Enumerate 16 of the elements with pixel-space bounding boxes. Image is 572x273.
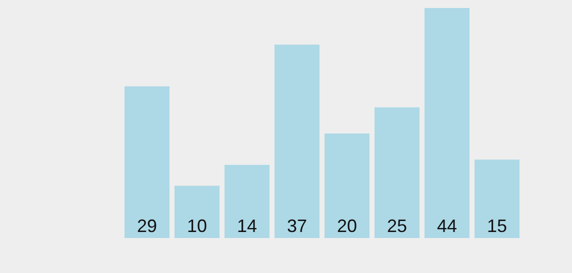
data-label: 14 — [236, 216, 258, 236]
data-label: 10 — [186, 216, 208, 236]
bar — [424, 8, 470, 238]
bar — [474, 160, 520, 238]
data-label: 44 — [436, 216, 458, 236]
data-label: 20 — [336, 216, 358, 236]
bar — [124, 86, 170, 238]
bar — [224, 164, 270, 238]
bar — [174, 186, 220, 238]
data-label: 25 — [386, 216, 408, 236]
data-label: 37 — [286, 216, 308, 236]
data-label: 29 — [136, 216, 158, 236]
bar — [374, 107, 420, 238]
data-label: 15 — [486, 216, 508, 236]
bar — [274, 44, 320, 238]
bar — [324, 133, 370, 238]
